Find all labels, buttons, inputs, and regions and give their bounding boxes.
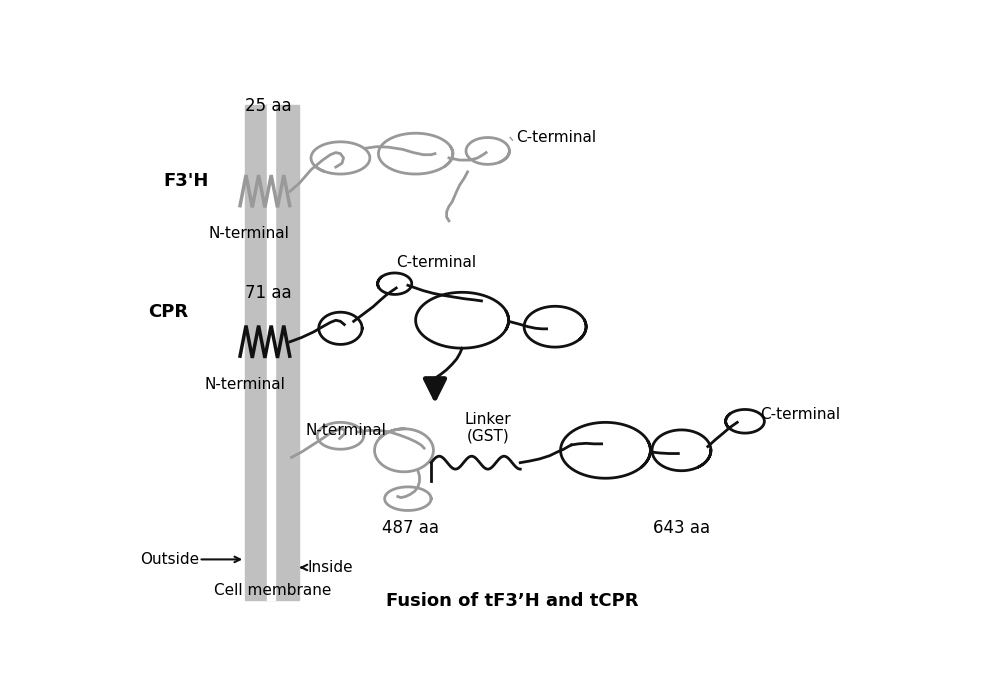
Text: 25 aa: 25 aa xyxy=(245,97,292,115)
Text: 487 aa: 487 aa xyxy=(382,519,439,537)
Text: 643 aa: 643 aa xyxy=(653,519,710,537)
Text: Linker
(GST): Linker (GST) xyxy=(464,412,511,444)
Text: Cell membrane: Cell membrane xyxy=(214,583,331,597)
Text: N-terminal: N-terminal xyxy=(305,424,386,438)
Text: N-terminal: N-terminal xyxy=(205,377,286,392)
Text: 71 aa: 71 aa xyxy=(245,284,292,302)
Bar xyxy=(245,105,299,600)
Text: C-terminal: C-terminal xyxy=(516,130,596,145)
Bar xyxy=(267,105,275,600)
Text: C-terminal: C-terminal xyxy=(761,407,841,422)
Text: F3'H: F3'H xyxy=(164,172,209,189)
Text: C-terminal: C-terminal xyxy=(396,255,476,269)
Text: CPR: CPR xyxy=(148,303,188,321)
Text: Outside: Outside xyxy=(140,552,200,567)
Text: Fusion of tF3’H and tCPR: Fusion of tF3’H and tCPR xyxy=(386,593,639,611)
Text: N-terminal: N-terminal xyxy=(209,226,289,242)
Text: Inside: Inside xyxy=(307,560,353,575)
